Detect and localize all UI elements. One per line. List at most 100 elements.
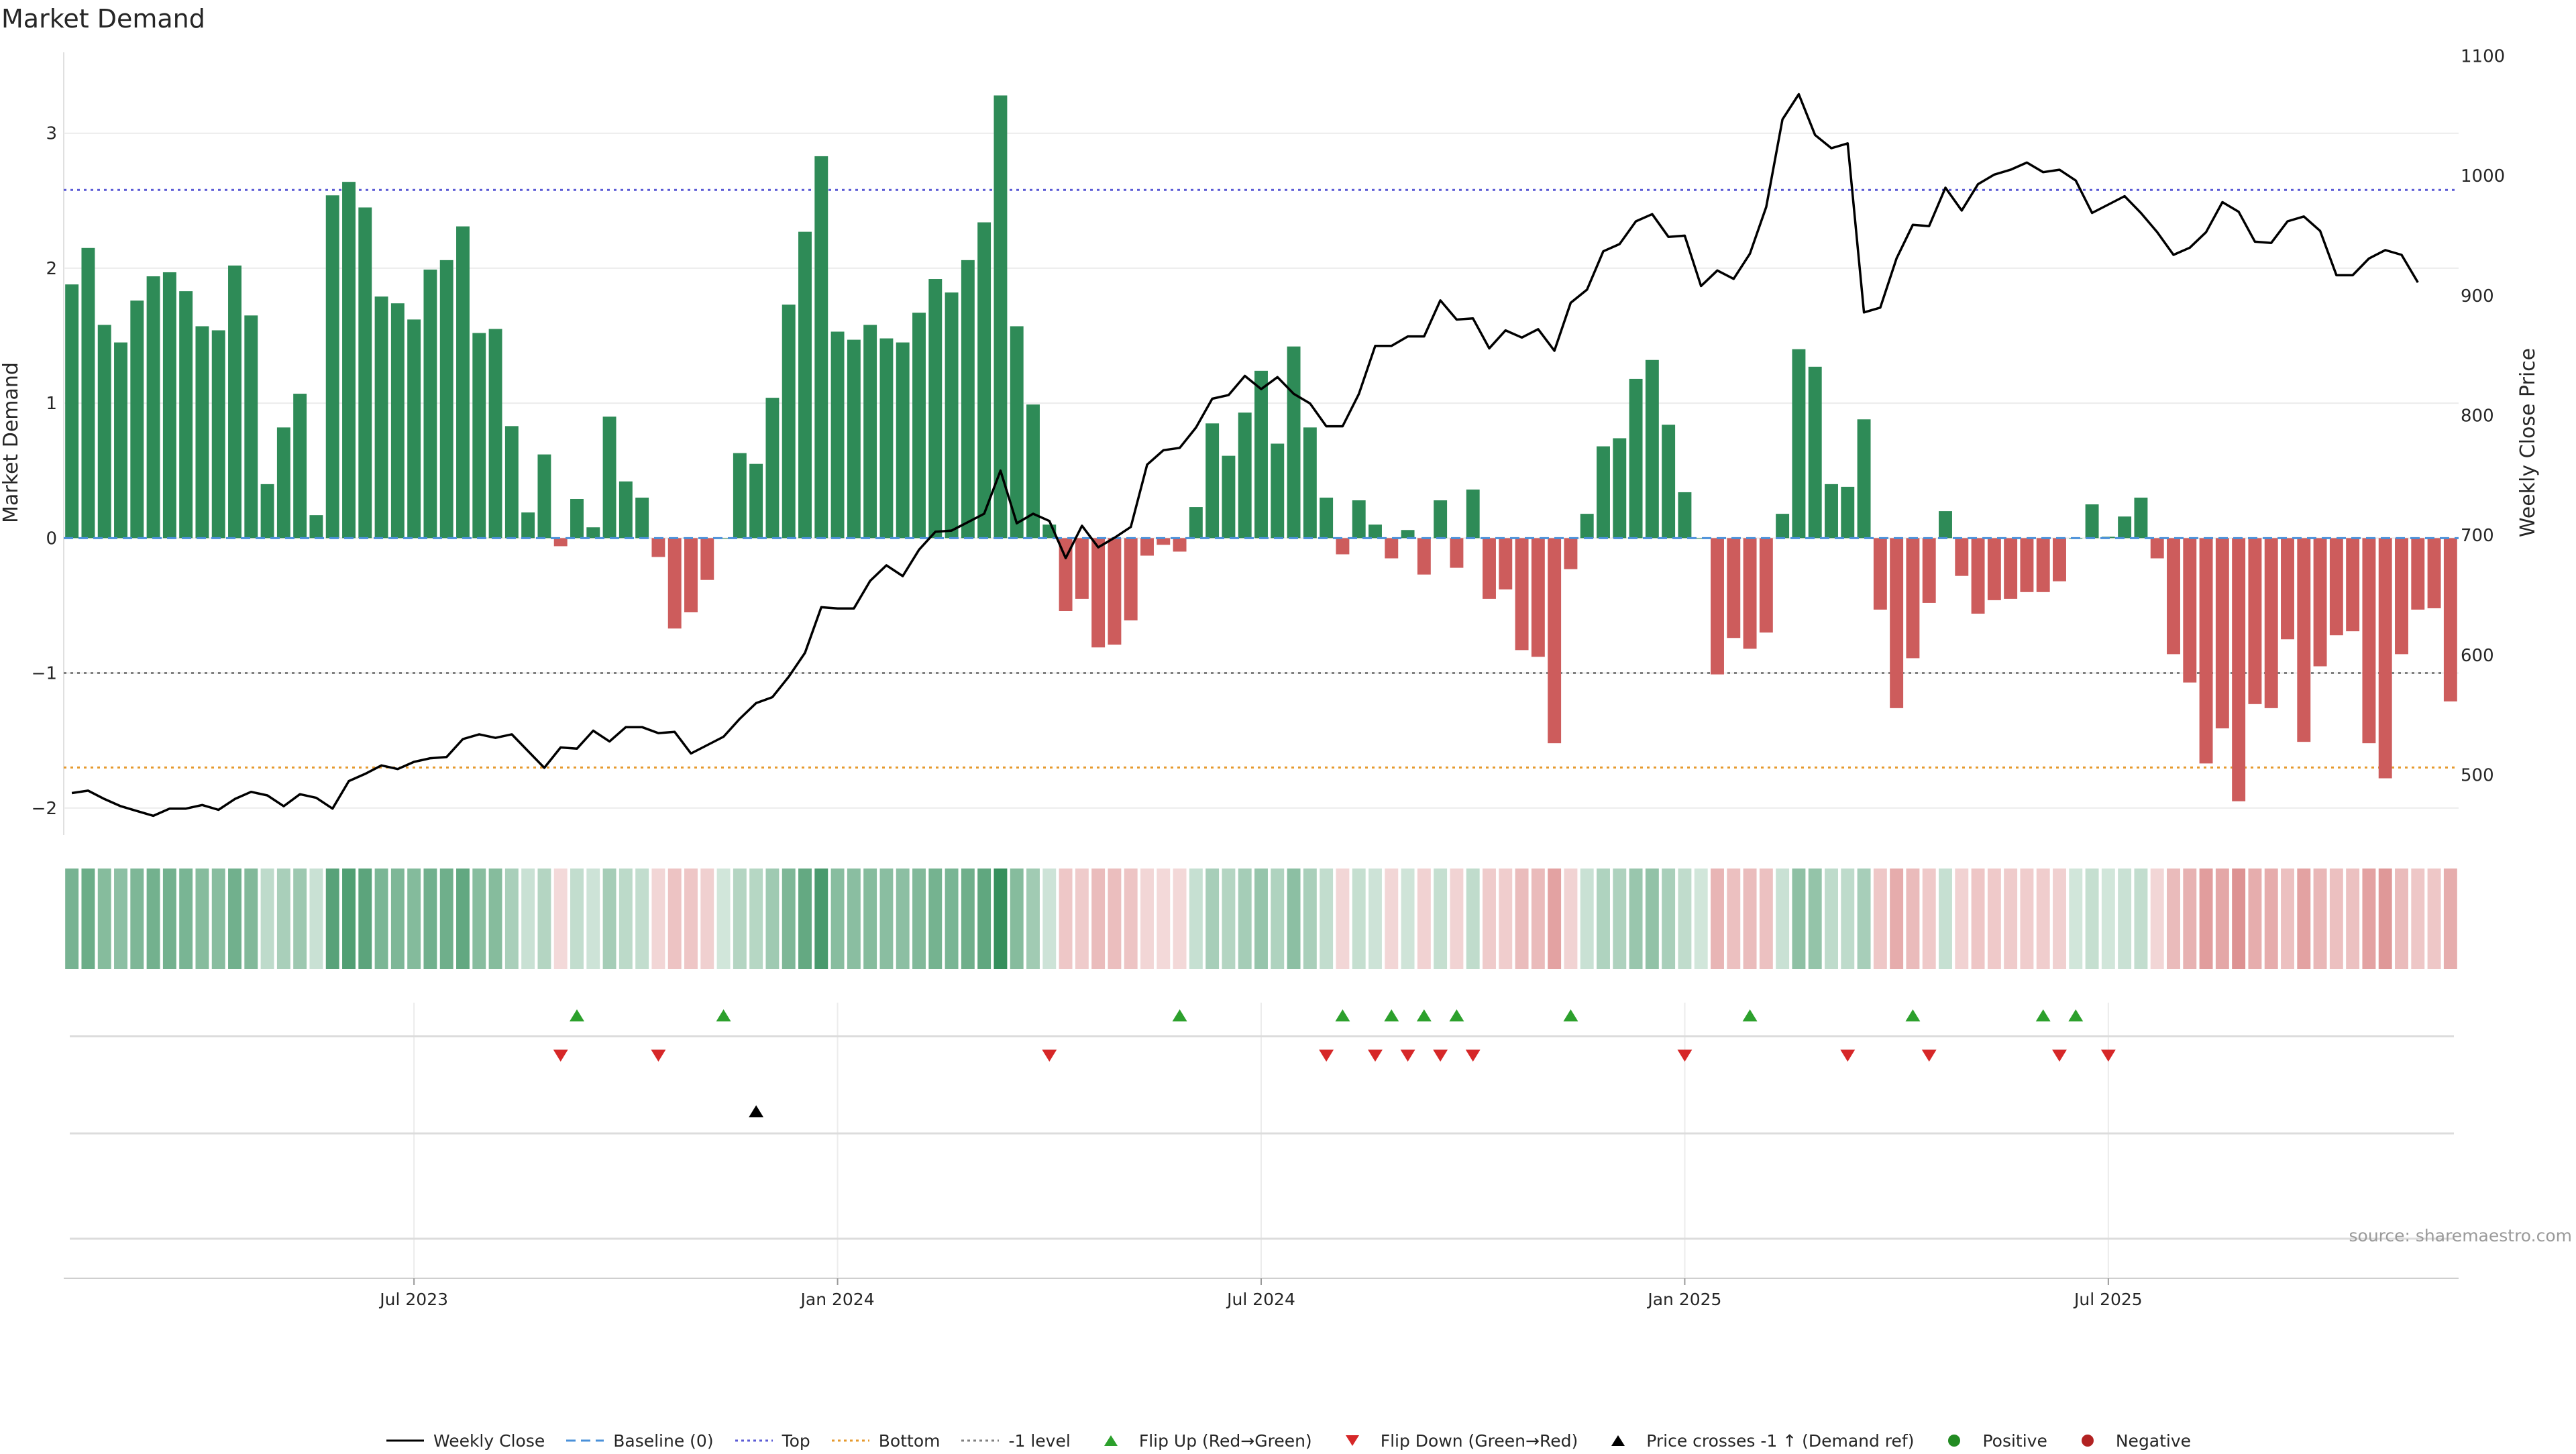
heat-strip-cell [1189,869,1203,969]
heat-strip-cell [749,869,763,969]
heat-strip-cell [1368,869,1382,969]
heat-strip-cell [342,869,356,969]
heat-strip-cell [472,869,486,969]
heat-strip-cell [1890,869,1904,969]
flip-down-marker [553,1050,568,1062]
demand-bar [179,291,193,539]
heat-strip-cell [2004,869,2018,969]
circle-icon [2068,1433,2108,1449]
heat-strip-cell [1922,869,1936,969]
demand-bar [1678,492,1692,539]
demand-bar [521,512,535,539]
triangle-down-icon [1332,1433,1373,1449]
heat-strip-cell [1026,869,1040,969]
heat-strip-cell [390,869,405,969]
heat-strip-cell [1124,869,1138,969]
heat-strip-cell [2134,869,2148,969]
heat-strip-cell [1434,869,1448,969]
heat-strip-cell [1857,869,1871,969]
demand-bar [1776,514,1790,539]
demand-bar [146,276,160,539]
demand-bar [879,338,894,539]
flip-down-marker [1921,1050,1937,1062]
flip-down-marker [1042,1050,1057,1062]
demand-bar [2427,538,2441,608]
y-right-tick-label: 1000 [2461,166,2505,186]
heat-strip-cell [1466,869,1480,969]
flip-up-marker [570,1009,584,1021]
heat-strip-cell [260,869,274,969]
legend-dashed-line-icon [565,1433,605,1449]
flip-down-marker [1319,1050,1334,1062]
heat-strip-cell [65,869,79,969]
demand-bar [439,260,453,539]
y-left-tick-label: 2 [46,259,57,279]
demand-bar [244,315,258,539]
heat-strip-cell [358,869,372,969]
demand-bar [1825,484,1838,539]
heat-strip-cell [1548,869,1562,969]
demand-bar [228,265,241,539]
heat-strip-cell [635,869,649,969]
legend-label: Bottom [878,1431,941,1451]
demand-bar [1792,349,1806,539]
heat-strip-cell [1841,869,1855,969]
legend-item-flip-down: Flip Down (Green→Red) [1332,1431,1578,1451]
heat-strip-cell [1987,869,2001,969]
heat-strip-cell [1450,869,1464,969]
heat-strip-cell [1955,869,1969,969]
flip-up-marker [1449,1009,1464,1021]
demand-bar [635,497,649,539]
heat-strip-cell [1564,869,1578,969]
heat-strip-cell [1385,869,1399,969]
demand-bar [782,304,796,539]
y-left-tick-label: 3 [46,124,57,144]
heat-strip-cell [847,869,861,969]
flip-up-marker [716,1009,731,1021]
heat-strip-cell [2085,869,2099,969]
heat-strip-cell [2248,869,2262,969]
demand-bar [2085,504,2099,539]
demand-bar [1971,538,1985,614]
heat-strip-cell [521,869,535,969]
demand-bar [847,339,861,539]
demand-bar [2036,538,2050,592]
heat-strip-cell [928,869,943,969]
heat-strip-cell [667,869,682,969]
demand-bar [2118,516,2132,539]
demand-bar [488,329,502,539]
demand-bar [309,515,323,539]
heat-strip-cell [2036,869,2050,969]
demand-bar [1108,538,1122,645]
demand-bar [912,313,926,539]
heat-strip-cell [1010,869,1024,969]
x-tick-label: Jul 2025 [2073,1290,2143,1309]
demand-bar [1222,455,1236,539]
heat-strip-cell [1629,869,1643,969]
demand-bar [1694,538,1708,539]
heat-strip-cell [896,869,910,969]
heat-strip-cell [1613,869,1627,969]
heat-strip-cell [1727,869,1741,969]
heat-strip-cell [830,869,845,969]
heat-strip-cell [130,869,144,969]
heat-strip-cell [570,869,584,969]
legend-item-top: Top [734,1431,810,1451]
demand-bar [2313,538,2327,667]
heat-strip-cell [162,869,176,969]
demand-bar [1955,538,1969,576]
heat-strip-cell [765,869,780,969]
heat-strip-cell [2264,869,2278,969]
heat-strip-cell [684,869,698,969]
heat-strip-cell [2297,869,2311,969]
heat-strip-cell [1776,869,1790,969]
demand-bar [472,333,486,539]
demand-bar [276,427,290,539]
heat-strip-cell [325,869,339,969]
heat-strip-cell [179,869,193,969]
legend-dotted-line-icon [960,1433,1000,1449]
heat-strip-cell [2150,869,2164,969]
heat-strip-cell [1238,869,1252,969]
legend-item-bottom: Bottom [830,1431,941,1451]
demand-bar [1026,404,1040,539]
